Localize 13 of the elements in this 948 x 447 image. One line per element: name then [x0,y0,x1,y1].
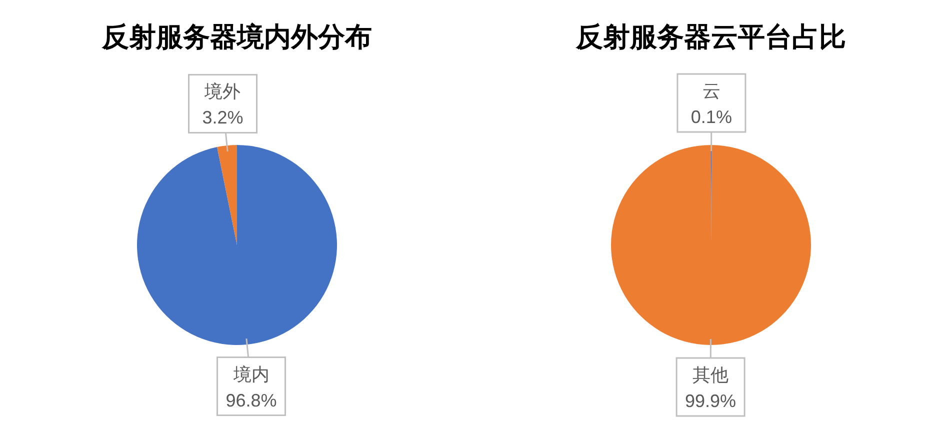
chart-title: 反射服务器云平台占比 [575,22,846,52]
chart-title: 反射服务器境内外分布 [101,22,372,52]
data-label: 96.8% [226,390,277,410]
slice-label: 其他 [692,365,729,385]
pie-slice [217,145,237,245]
data-label: 99.9% [685,391,736,411]
data-label: 0.1% [690,107,732,127]
slice-label: 云 [702,81,720,101]
data-label: 3.2% [202,108,244,128]
slice-label: 境外 [204,82,241,102]
slice-label: 境内 [232,364,270,384]
pie-slice [611,145,811,345]
pie-slice [137,145,337,345]
